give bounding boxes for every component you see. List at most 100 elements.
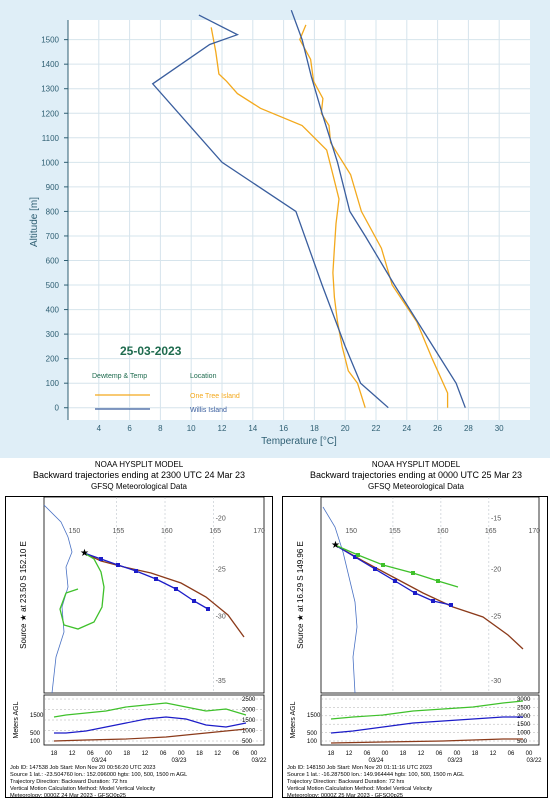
hysplit-run-title: Backward trajectories ending at 2300 UTC… bbox=[32, 470, 246, 480]
trajectory-1500m bbox=[59, 552, 105, 630]
coastline bbox=[322, 506, 358, 694]
height-start-label: 500 bbox=[30, 731, 41, 737]
run-info-line: Trajectory Direction: Backward Duration:… bbox=[10, 779, 128, 785]
y-tick-label: 100 bbox=[46, 379, 60, 388]
time-tick-label: 06 bbox=[87, 751, 94, 757]
hysplit-map-svg: Source ★ at 23.50 S 152.10 E 150 155 160 165… bbox=[10, 496, 267, 799]
source-star-icon: ★ bbox=[331, 540, 340, 551]
height-trace-100m bbox=[53, 728, 247, 742]
time-tick-label: 00 bbox=[105, 751, 112, 757]
date-tick-label: 03/24 bbox=[91, 758, 107, 764]
x-tick-label: 26 bbox=[433, 424, 442, 433]
run-info-line: Meteorology: 0000Z 24 Mar 2023 - GFSQ0p2… bbox=[10, 793, 126, 797]
height-trace-1500m bbox=[53, 702, 247, 718]
time-tick-label: 06 bbox=[436, 751, 443, 757]
hysplit-model-title: NOAA HYSPLIT MODEL bbox=[94, 460, 184, 469]
latitude-label: -30 bbox=[216, 614, 226, 621]
hysplit-frame: Source ★ at 23.50 S 152.10 E 150 155 160 165… bbox=[5, 496, 273, 799]
latitude-label: -15 bbox=[491, 516, 501, 523]
longitude-label: 170 bbox=[528, 528, 540, 535]
series-line-dewpoint bbox=[151, 14, 389, 409]
series-line-temperature bbox=[299, 24, 449, 408]
date-tick-label: 03/24 bbox=[368, 758, 384, 764]
time-tick-label: 18 bbox=[328, 751, 335, 757]
coastline bbox=[43, 504, 73, 694]
height-tick-label: 2500 bbox=[242, 697, 256, 703]
source-star-icon: ★ bbox=[80, 548, 89, 559]
longitude-label: 155 bbox=[113, 528, 125, 535]
height-tick-label: 500 bbox=[242, 739, 253, 745]
height-start-label: 1500 bbox=[30, 713, 44, 719]
y-tick-label: 200 bbox=[46, 355, 60, 364]
time-tick-label: 00 bbox=[251, 751, 258, 757]
trajectory-marker bbox=[174, 587, 178, 591]
time-tick-label: 12 bbox=[490, 751, 497, 757]
time-tick-label: 00 bbox=[454, 751, 461, 757]
time-tick-label: 18 bbox=[123, 751, 130, 757]
trajectory-marker bbox=[206, 607, 210, 611]
legend-label-willis: Willis Island bbox=[190, 407, 227, 414]
sounding-chart: 4 6 8 10 12 14 16 18 20 22 24 26 28 30 0 100 200 300 400 50… bbox=[0, 0, 550, 458]
trajectory-marker bbox=[381, 563, 385, 567]
source-location-label: Source ★ at 16.29 S 149.96 E bbox=[296, 541, 305, 649]
run-info-line: Source 1 lat.: -16.287500 lon.: 149.9644… bbox=[287, 772, 464, 778]
longitude-label: 160 bbox=[437, 528, 449, 535]
latitude-label: -25 bbox=[491, 614, 501, 621]
trajectory-500m bbox=[83, 552, 209, 610]
run-info-line: Job ID: 147538 Job Start: Mon Nov 20 00:… bbox=[10, 765, 156, 771]
y-tick-label: 300 bbox=[46, 330, 60, 339]
time-tick-label: 18 bbox=[51, 751, 58, 757]
x-tick-label: 22 bbox=[372, 424, 381, 433]
trajectory-1500m bbox=[334, 544, 459, 588]
longitude-label: 160 bbox=[161, 528, 173, 535]
grid bbox=[68, 20, 530, 420]
y-tick-label: 700 bbox=[46, 232, 60, 241]
trajectory-marker bbox=[411, 571, 415, 575]
hysplit-map-svg: Source ★ at 16.29 S 149.96 E 150 155 160 165… bbox=[287, 496, 542, 799]
height-trace-1500m bbox=[330, 700, 524, 720]
height-start-label: 100 bbox=[30, 739, 41, 745]
y-tick-label: 1000 bbox=[41, 158, 59, 167]
date-tick-label: 03/23 bbox=[171, 758, 187, 764]
height-tick-label: 3000 bbox=[517, 697, 531, 703]
hysplit-met-data: GFSQ Meteorological Data bbox=[367, 482, 465, 491]
hysplit-run-title: Backward trajectories ending at 0000 UTC… bbox=[309, 470, 523, 480]
trajectory-marker bbox=[431, 599, 435, 603]
time-tick-label: 12 bbox=[214, 751, 221, 757]
trajectory-marker bbox=[356, 553, 360, 557]
y-tick-label: 1500 bbox=[41, 36, 59, 45]
hysplit-model-title: NOAA HYSPLIT MODEL bbox=[371, 460, 461, 469]
trajectory-marker bbox=[449, 603, 453, 607]
height-trace-100m bbox=[330, 738, 523, 744]
y-tick-label: 900 bbox=[46, 183, 60, 192]
x-tick-label: 30 bbox=[495, 424, 504, 433]
date-tick-label: 03/22 bbox=[526, 758, 542, 764]
height-tick-label: 500 bbox=[517, 739, 528, 745]
time-tick-label: 06 bbox=[364, 751, 371, 757]
height-tick-label: 2000 bbox=[517, 714, 531, 720]
y-tick-label: 1200 bbox=[41, 109, 59, 118]
run-info-line: Vertical Motion Calculation Method: Mode… bbox=[10, 786, 155, 792]
run-info-line: Meteorology: 0000Z 25 Mar 2023 - GFSQ0p2… bbox=[287, 793, 403, 797]
time-tick-label: 00 bbox=[178, 751, 185, 757]
longitude-label: 155 bbox=[389, 528, 401, 535]
series-line-temperature bbox=[290, 9, 466, 408]
trajectory-marker bbox=[393, 579, 397, 583]
longitude-label: 170 bbox=[253, 528, 265, 535]
x-tick-label: 10 bbox=[187, 424, 196, 433]
y-tick-label: 500 bbox=[46, 281, 60, 290]
time-tick-label: 12 bbox=[346, 751, 353, 757]
date-label: 25-03-2023 bbox=[120, 344, 182, 358]
sounding-svg: 4 6 8 10 12 14 16 18 20 22 24 26 28 30010020030040050… bbox=[0, 0, 550, 458]
longitude-label: 150 bbox=[345, 528, 357, 535]
trajectory-marker bbox=[116, 563, 120, 567]
trajectory-marker bbox=[134, 569, 138, 573]
trajectory-100m bbox=[334, 544, 524, 650]
y-axis-label: Altitude [m] bbox=[29, 197, 40, 247]
hysplit-met-data: GFSQ Meteorological Data bbox=[90, 482, 188, 491]
height-start-label: 500 bbox=[307, 731, 318, 737]
time-tick-label: 12 bbox=[418, 751, 425, 757]
trajectory-marker bbox=[154, 577, 158, 581]
map-frame bbox=[43, 496, 265, 694]
height-tick-label: 1000 bbox=[242, 729, 256, 735]
